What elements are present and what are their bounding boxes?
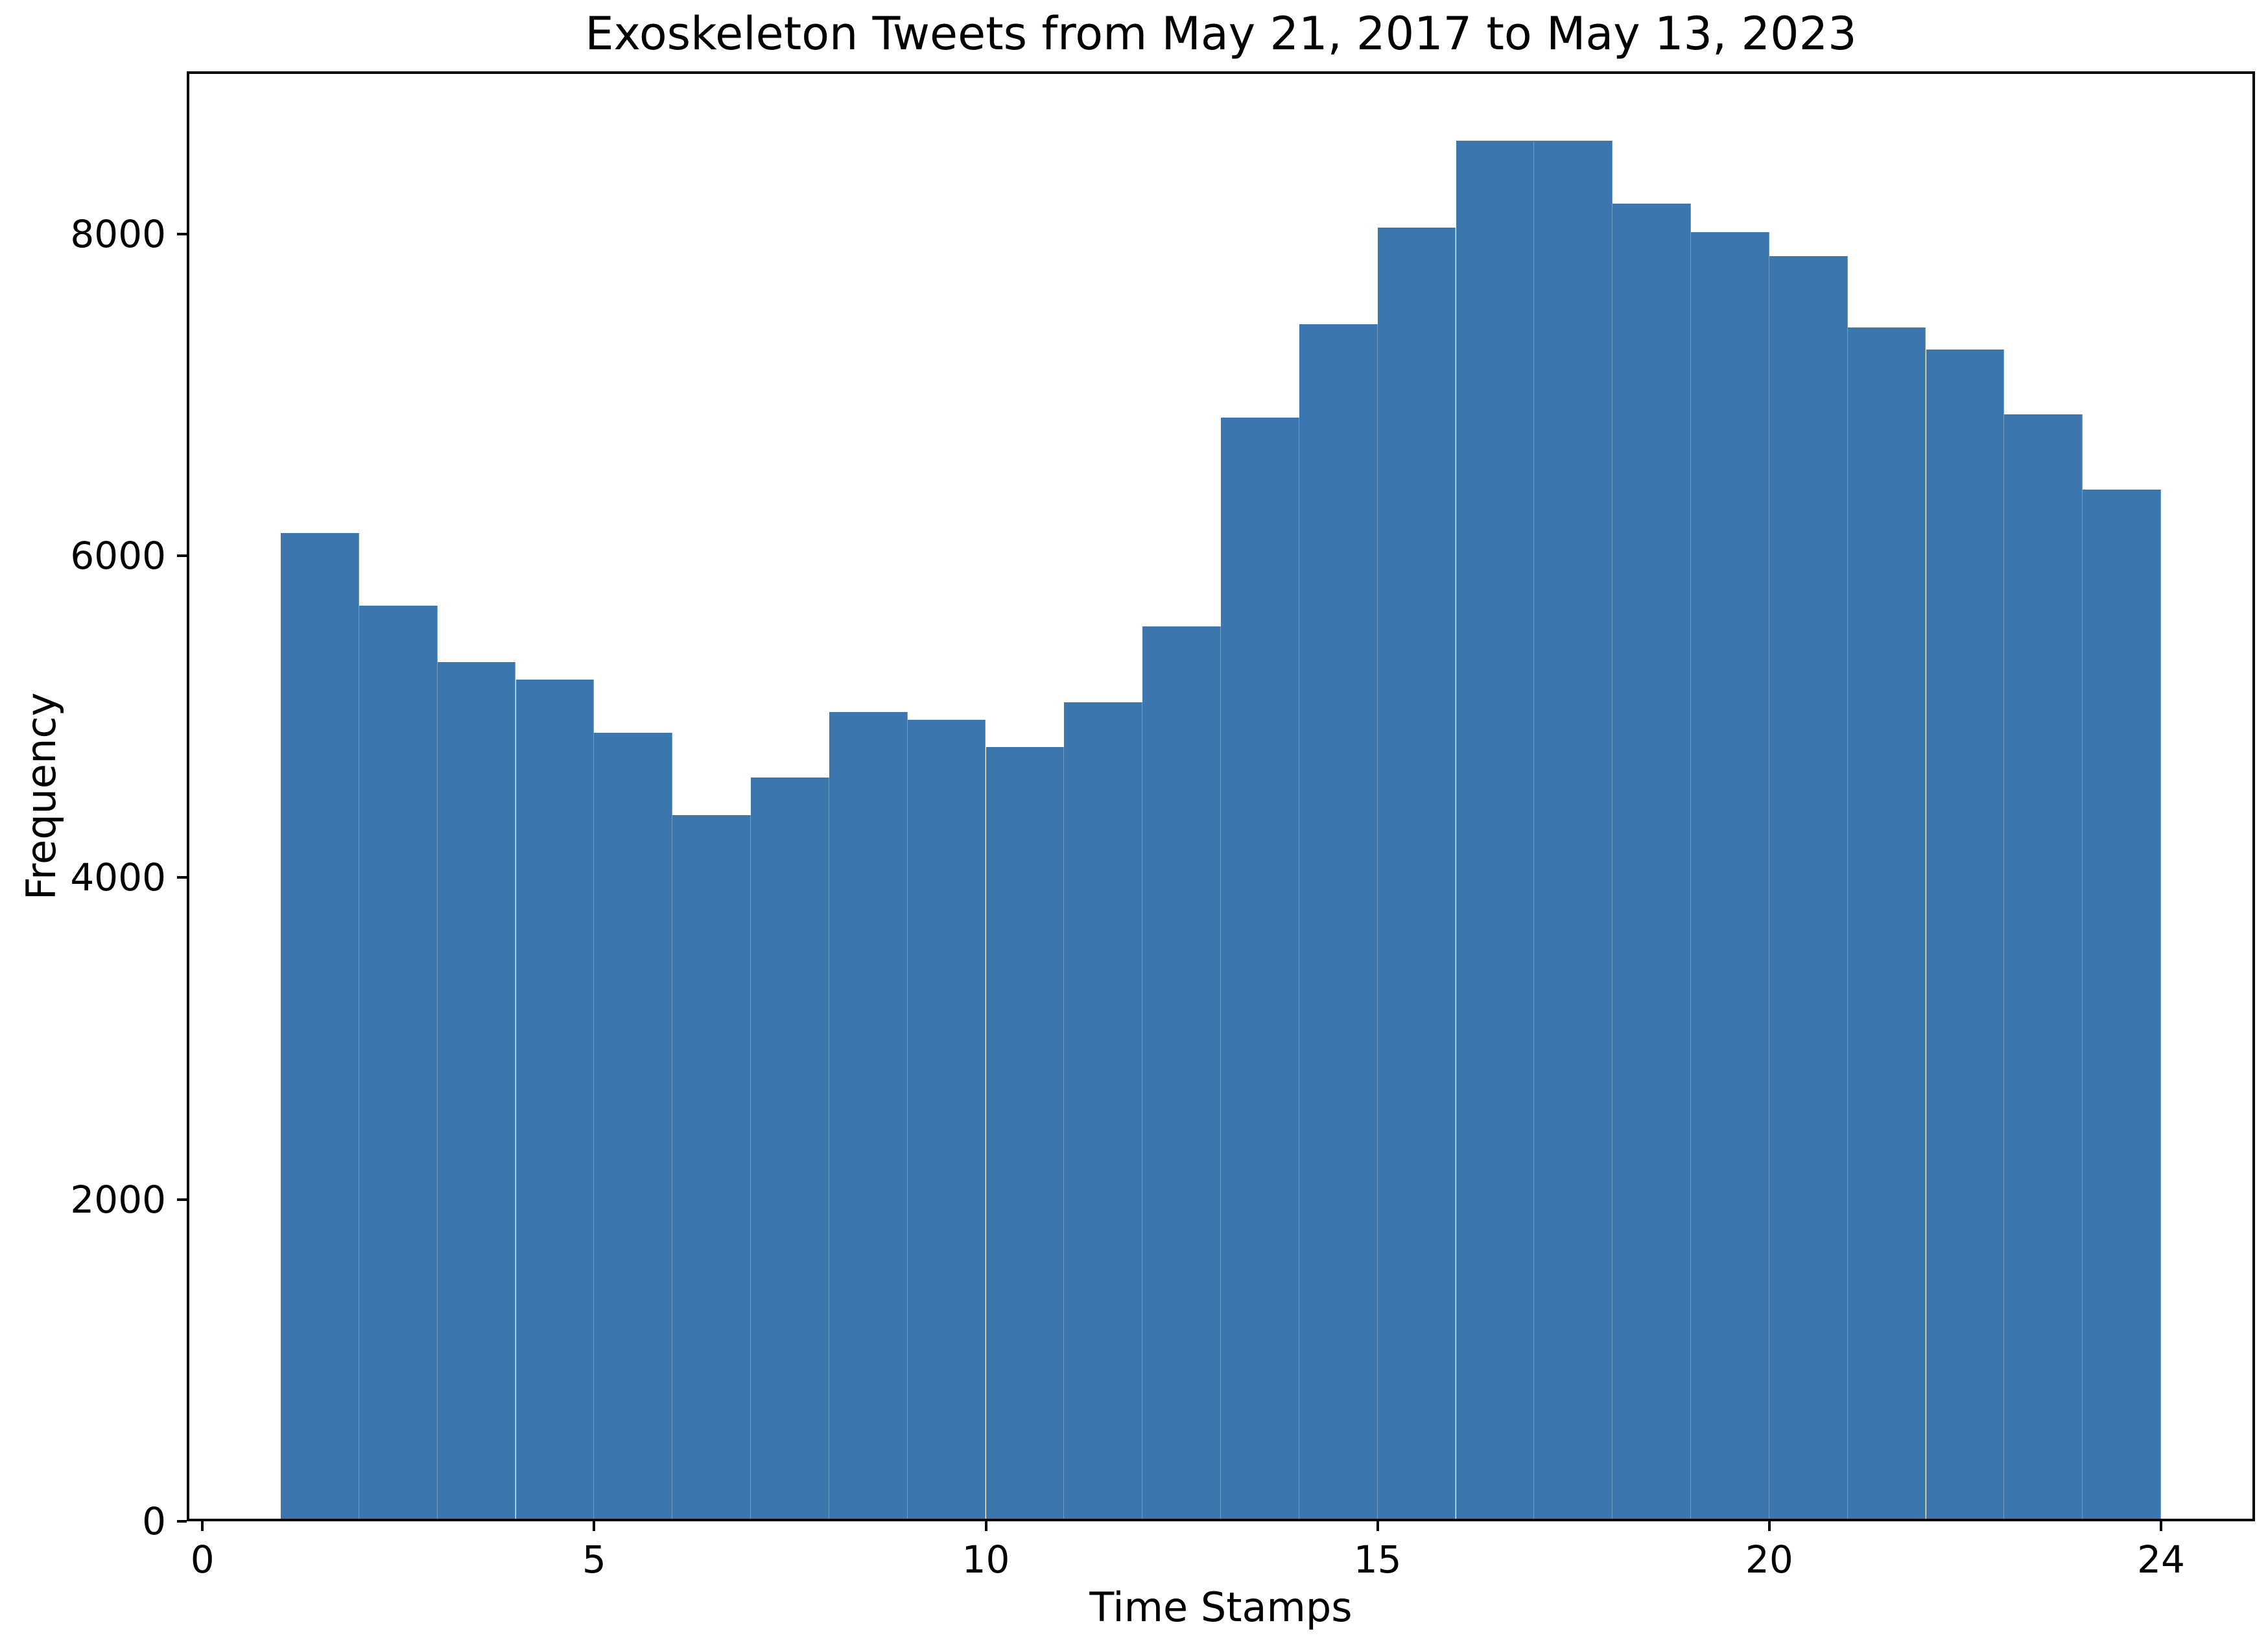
x-tick-mark <box>1376 1521 1379 1531</box>
x-tick-mark <box>984 1521 987 1531</box>
x-tick-mark <box>2160 1521 2162 1531</box>
y-tick-mark <box>177 1198 187 1201</box>
histogram-bar <box>2004 414 2083 1521</box>
histogram-bar <box>359 605 438 1521</box>
histogram-bar <box>1769 256 1848 1521</box>
histogram-bar <box>1612 203 1691 1521</box>
histogram-bar <box>594 732 673 1521</box>
y-tick-label: 0 <box>142 1499 166 1543</box>
x-tick-label: 24 <box>2137 1538 2185 1582</box>
x-tick-label: 20 <box>1745 1538 1793 1582</box>
y-axis-label: Frequency <box>18 692 65 901</box>
x-tick-label: 5 <box>582 1538 606 1582</box>
histogram-bar <box>1142 626 1221 1521</box>
histogram-bar <box>1534 140 1613 1521</box>
x-tick-label: 15 <box>1353 1538 1402 1582</box>
y-tick-label: 4000 <box>70 855 166 900</box>
histogram-bar <box>986 747 1065 1521</box>
histogram-bar <box>829 711 908 1521</box>
x-tick-label: 10 <box>962 1538 1010 1582</box>
histogram-bar <box>281 533 359 1521</box>
y-tick-label: 6000 <box>70 533 166 578</box>
plot-area: 0 5 10 15 20 24 0 2000 4000 6000 8000 <box>70 71 2255 1578</box>
y-tick-mark <box>177 1520 187 1523</box>
histogram-bar <box>437 661 516 1521</box>
chart-title: Exoskeleton Tweets from May 21, 2017 to … <box>585 7 1857 60</box>
histogram-bar <box>1064 702 1143 1521</box>
histogram-bar <box>1926 350 2005 1521</box>
histogram-bar <box>672 814 751 1521</box>
histogram-bar <box>2083 490 2161 1521</box>
y-tick-label: 2000 <box>70 1177 166 1222</box>
histogram-bar <box>1221 417 1299 1521</box>
x-axis-label: Time Stamps <box>1089 1584 1353 1631</box>
x-tick-mark <box>201 1521 204 1531</box>
y-tick-mark <box>177 232 187 235</box>
histogram-bar <box>515 680 595 1521</box>
histogram-bar <box>1691 232 1769 1521</box>
histogram-bar <box>1299 324 1378 1521</box>
x-tick-mark <box>593 1521 596 1531</box>
histogram-bar <box>751 778 829 1521</box>
histogram-bar <box>1847 327 1926 1521</box>
histogram-bar <box>1456 140 1535 1521</box>
y-tick-mark <box>177 876 187 879</box>
histogram-bar <box>907 720 986 1521</box>
y-tick-label: 8000 <box>70 211 166 256</box>
histogram-bar <box>1377 227 1456 1521</box>
x-tick-mark <box>1767 1521 1771 1531</box>
x-tick-label: 0 <box>190 1538 215 1582</box>
y-tick-mark <box>177 554 187 557</box>
